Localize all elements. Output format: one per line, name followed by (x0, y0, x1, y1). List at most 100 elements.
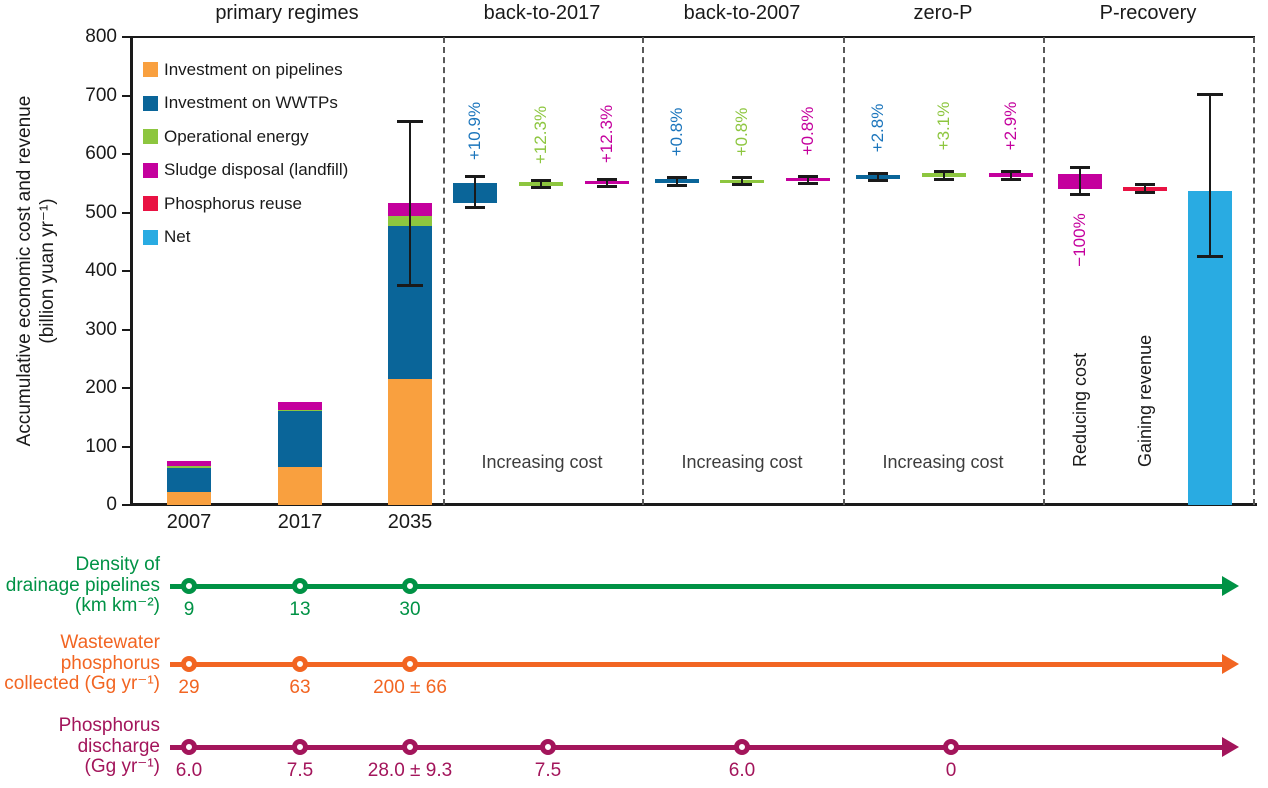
error-bar-line (1209, 94, 1211, 257)
y-axis-title-line2: (billion yuan yr⁻¹) (37, 198, 58, 344)
timeline-arrow-head (1222, 576, 1239, 596)
legend-swatch-1 (143, 62, 158, 77)
timeline-label-line: Wastewater (60, 632, 160, 653)
error-bar-cap-bottom (732, 183, 752, 186)
scenario-bottom-note: Gaining revenue (1135, 334, 1155, 467)
error-bar-cap-bottom (868, 179, 888, 183)
y-axis-title-line1: Accumulative economic cost and revenue (14, 95, 35, 447)
panel-separator (1253, 37, 1255, 505)
error-bar-line (1144, 184, 1146, 194)
timeline-label-density-of-drainage-pipelines: Density of drainage pipelines (km km⁻²) (0, 554, 160, 617)
error-bar-cap-top (1001, 169, 1021, 173)
timeline-point-marker (292, 578, 308, 594)
error-bar-line (1079, 167, 1081, 195)
legend-swatch-4 (143, 162, 158, 178)
y-tick-label: 400 (85, 260, 117, 281)
legend-label-5: Phosphorus reuse (164, 193, 302, 213)
change-percent-label: +12.3% (597, 104, 616, 163)
stacked-bar-segment (278, 466, 322, 505)
change-percent-label: +12.3% (531, 105, 550, 164)
timeline-point-value: 0 (945, 760, 957, 781)
error-bar-cap-top (868, 171, 888, 175)
y-tick-mark (122, 387, 130, 389)
panel-title: zero-P (913, 2, 973, 24)
timeline-point-value: 63 (289, 677, 311, 698)
timeline-point-value: 200 ± 66 (373, 677, 447, 698)
timeline-point-marker (181, 656, 197, 672)
error-bar-cap-bottom (934, 177, 954, 181)
y-tick-label: 200 (85, 377, 117, 398)
error-bar-line (741, 177, 743, 185)
legend-label-6: Net (164, 227, 191, 246)
x-tick-label: 2017 (277, 511, 323, 533)
timeline-point-value: 6.0 (728, 760, 756, 781)
change-percent-label: +2.9% (1001, 101, 1020, 151)
timeline-point-marker (402, 578, 418, 594)
legend-swatch-2 (143, 95, 158, 111)
error-bar-cap-top (798, 174, 818, 178)
timeline-point-value: 29 (178, 677, 200, 698)
error-bar-line (943, 170, 945, 180)
timeline-label-line: Density of (75, 554, 160, 575)
error-bar-cap-bottom (1197, 254, 1223, 258)
timeline-label-line: phosphorus (60, 652, 160, 674)
error-bar-cap-top (667, 175, 687, 179)
change-percent-label: +0.8% (667, 107, 686, 157)
stacked-bar-segment (278, 410, 322, 412)
timeline-label-line: collected (Gg yr⁻¹) (4, 673, 160, 694)
y-tick-label: 300 (85, 318, 117, 340)
x-tick-label: 2035 (387, 511, 433, 533)
y-tick-mark (122, 328, 130, 331)
timeline-label-line: discharge (77, 735, 160, 757)
stacked-bar-segment (167, 492, 211, 505)
error-bar-cap-top (1070, 166, 1090, 170)
y-axis-title: Accumulative economic cost and revenue (… (13, 96, 59, 447)
error-bar-line (606, 178, 608, 187)
plot-left-spine (130, 36, 133, 506)
plot-top-spine (130, 36, 1255, 38)
timeline-arrow-line (170, 744, 1222, 750)
error-bar-line (807, 175, 809, 184)
timeline-point-value: 28.0 ± 9.3 (367, 760, 453, 781)
timeline-point-marker (402, 656, 418, 672)
timeline-label-line: Phosphorus (58, 715, 160, 736)
timeline-point-marker (181, 578, 197, 594)
timeline-label-phosphorus-discharge: Phosphorus discharge (Gg yr⁻¹) (0, 715, 160, 778)
timeline-point-marker (540, 739, 556, 755)
timeline-point-value: 7.5 (286, 760, 314, 781)
timeline-label-line: drainage pipelines (5, 574, 160, 596)
y-tick-mark (122, 270, 130, 272)
legend-swatch-5 (143, 196, 158, 211)
y-tick-label: 0 (106, 494, 117, 515)
timeline-point-marker (292, 739, 308, 755)
error-bar-cap-top (732, 176, 752, 180)
error-bar-cap-top (465, 174, 485, 178)
y-tick-mark (122, 153, 130, 155)
error-bar-cap-bottom (397, 283, 423, 287)
panel-separator (443, 37, 445, 505)
timeline-arrow-head (1222, 737, 1239, 757)
error-bar-cap-top (1197, 93, 1223, 97)
change-percent-label: +3.1% (934, 101, 953, 151)
panel-title: primary regimes (215, 2, 359, 24)
timeline-point-marker (943, 739, 959, 755)
timeline-arrow-line (170, 661, 1222, 667)
timeline-point-marker (402, 739, 418, 755)
y-tick-label: 600 (85, 143, 117, 164)
error-bar-line (676, 176, 678, 186)
stacked-bar-segment (388, 379, 432, 505)
panel-title: back-to-2007 (683, 2, 801, 24)
error-bar-cap-bottom (1135, 191, 1155, 195)
y-tick-label: 100 (85, 435, 117, 457)
panel-note: Increasing cost (481, 452, 603, 472)
error-bar-cap-bottom (798, 181, 818, 185)
error-bar-cap-top (531, 178, 551, 182)
error-bar-cap-bottom (465, 205, 485, 209)
error-bar-line (409, 121, 411, 286)
error-bar-cap-top (1135, 183, 1155, 187)
scenario-bottom-note: Reducing cost (1070, 352, 1090, 467)
error-bar-line (540, 179, 542, 188)
timeline-point-value: 7.5 (534, 760, 562, 781)
error-bar-cap-bottom (1070, 192, 1090, 196)
stacked-bar-segment (278, 411, 322, 467)
